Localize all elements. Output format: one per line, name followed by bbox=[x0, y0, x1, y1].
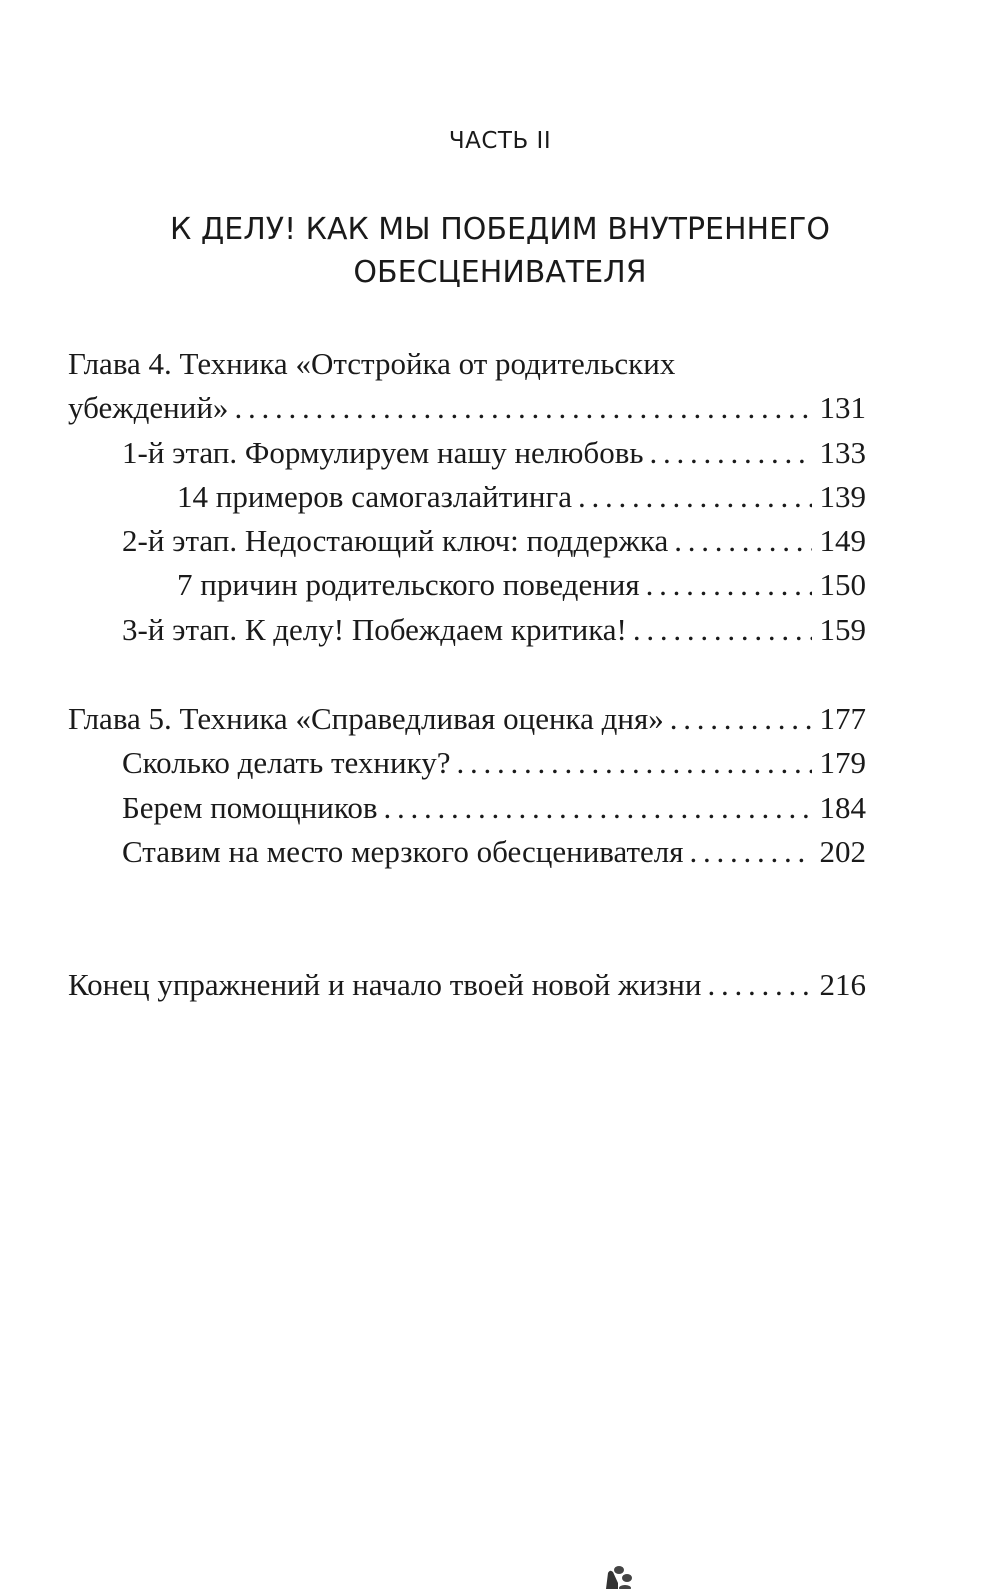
page-number: 179 bbox=[819, 745, 867, 781]
page-number: 139 bbox=[819, 478, 867, 514]
page-number: 149 bbox=[819, 523, 867, 559]
dot-leader bbox=[674, 519, 811, 563]
paw-print-icon bbox=[606, 1566, 632, 1589]
page-number: 159 bbox=[819, 611, 867, 647]
toc-chapter-5: Глава 5. Техника «Справедливая оценка дн… bbox=[68, 697, 866, 874]
toc-entry[interactable]: 2-й этап. Недостающий ключ: поддержка149 bbox=[68, 519, 866, 563]
part-label: ЧАСТЬ II bbox=[448, 128, 552, 154]
page-number: 202 bbox=[819, 833, 867, 869]
toc-entry[interactable]: Берем помощников184 bbox=[68, 786, 866, 830]
toc-entry[interactable]: Сколько делать технику?179 bbox=[68, 741, 866, 785]
page-number: 150 bbox=[819, 567, 867, 603]
toc-ending: Конец упражнений и начало твоей новой жи… bbox=[68, 963, 866, 1007]
part-title-line: К ДЕЛУ! КАК МЫ ПОБЕДИМ ВНУТРЕННЕГО bbox=[170, 212, 830, 247]
dot-leader bbox=[456, 741, 811, 785]
toc-chapter-4: Глава 4. Техника «Отстройка от родительс… bbox=[68, 342, 866, 652]
part-title-line: ОБЕСЦЕНИВАТЕЛЯ bbox=[353, 255, 647, 290]
page-number: 184 bbox=[819, 789, 867, 825]
dot-leader bbox=[690, 830, 812, 874]
chapter-title: Глава 4. Техника «Отстройка от родительс… bbox=[68, 346, 676, 381]
toc-entry[interactable]: убеждений»131 bbox=[68, 386, 866, 430]
dot-leader bbox=[234, 386, 811, 430]
dot-leader bbox=[633, 608, 812, 652]
toc-entry[interactable]: 14 примеров самогазлайтинга139 bbox=[68, 475, 866, 519]
toc-entry[interactable]: 7 причин родительского поведения150 bbox=[68, 563, 866, 607]
toc-entry[interactable]: 1-й этап. Формулируем нашу нелюбовь133 bbox=[68, 431, 866, 475]
dot-leader bbox=[383, 786, 811, 830]
page-number: 131 bbox=[819, 390, 867, 426]
dot-leader bbox=[578, 475, 812, 519]
page-number: 177 bbox=[819, 701, 867, 736]
toc-entry[interactable]: Ставим на место мерзкого обесценивателя2… bbox=[68, 830, 866, 874]
dot-leader bbox=[646, 563, 812, 607]
page-number: 216 bbox=[819, 967, 867, 1002]
dot-leader bbox=[649, 431, 811, 475]
toc-entry[interactable]: 3-й этап. К делу! Побеждаем критика!159 bbox=[68, 608, 866, 652]
part-title: К ДЕЛУ! КАК МЫ ПОБЕДИМ ВНУТРЕННЕГО ОБЕСЦ… bbox=[0, 208, 1000, 294]
page-number: 133 bbox=[819, 434, 867, 470]
dot-leader bbox=[670, 697, 812, 741]
dot-leader bbox=[708, 963, 812, 1007]
toc-entry[interactable]: Конец упражнений и начало твоей новой жи… bbox=[68, 963, 866, 1007]
toc-entry[interactable]: Глава 5. Техника «Справедливая оценка дн… bbox=[68, 697, 866, 741]
